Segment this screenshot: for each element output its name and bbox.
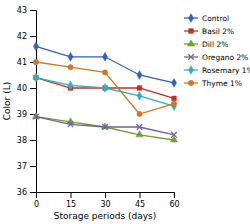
- point: [33, 59, 38, 64]
- point: [102, 124, 108, 130]
- tick-label: 0: [34, 200, 39, 209]
- point: [68, 122, 74, 128]
- point: [137, 86, 142, 91]
- point: [137, 91, 142, 100]
- tick-label: 41: [17, 58, 27, 67]
- point: [171, 78, 176, 87]
- tick: 40: [17, 84, 36, 93]
- tick-mark: [30, 88, 36, 89]
- tick-mark: [105, 192, 106, 198]
- tick: 30: [100, 192, 110, 209]
- point: [171, 101, 176, 106]
- legend-symbol: [189, 29, 194, 34]
- tick-mark: [71, 192, 72, 198]
- legend-symbol: [187, 40, 194, 46]
- tick: 0: [34, 192, 39, 209]
- legend-symbol: [188, 54, 194, 60]
- point: [33, 114, 39, 120]
- legend-item: Thyme 1%: [184, 79, 242, 88]
- tick: 36: [17, 188, 36, 197]
- tick-label: 30: [100, 200, 110, 209]
- legend-item: Basil 2%: [184, 27, 234, 36]
- tick-label: 37: [17, 162, 27, 171]
- point: [68, 81, 73, 90]
- point: [101, 123, 108, 129]
- point: [102, 52, 107, 61]
- tick-label: 60: [169, 200, 179, 209]
- series-line: [36, 117, 174, 135]
- tick-label: 39: [17, 110, 27, 119]
- x-axis: 0 15 30 45 60: [34, 192, 180, 209]
- tick: 42: [17, 32, 36, 41]
- axis-line: [30, 11, 37, 193]
- point: [137, 71, 142, 80]
- legend-label: Control: [202, 14, 229, 23]
- series-line: [36, 62, 174, 114]
- legend-label: Rosemary 1%: [202, 66, 250, 75]
- tick: 15: [66, 192, 76, 209]
- tick-label: 42: [17, 32, 27, 41]
- legend-symbol: [188, 66, 193, 75]
- tick-mark: [30, 192, 36, 193]
- legend-item: Dill 2%: [184, 40, 228, 49]
- legend-label: Basil 2%: [202, 27, 234, 36]
- tick: 45: [135, 192, 145, 209]
- tick-mark: [30, 166, 36, 167]
- series-line: [36, 78, 174, 107]
- point: [136, 131, 143, 137]
- tick-label: 40: [17, 84, 27, 93]
- point: [137, 111, 142, 116]
- point: [68, 52, 73, 61]
- point: [68, 65, 73, 70]
- series-line: [36, 117, 174, 140]
- legend-item: Oregano 2%: [184, 53, 248, 62]
- point: [33, 73, 38, 82]
- tick-label: 36: [17, 188, 27, 197]
- point: [137, 124, 143, 130]
- legend-symbol: [188, 80, 193, 85]
- y-axis-title: Color (L): [2, 82, 12, 120]
- y-axis: 36 37 38 39 40 41 42 43: [17, 6, 37, 197]
- point: [172, 96, 177, 101]
- tick: 41: [17, 58, 36, 67]
- point: [102, 84, 107, 93]
- tick: 43: [17, 6, 36, 15]
- tick-label: 45: [135, 200, 145, 209]
- point: [171, 102, 176, 111]
- legend-label: Dill 2%: [202, 40, 228, 49]
- point: [171, 132, 177, 138]
- legend-symbol: [188, 14, 193, 23]
- tick-label: 15: [66, 200, 76, 209]
- tick-mark: [30, 140, 36, 141]
- legend-label: Oregano 2%: [202, 53, 248, 62]
- axis-line: [37, 193, 175, 199]
- plot: 0 15 30 45 60 36 37 38 39 40 41 42 43: [17, 6, 180, 209]
- marks: [32, 42, 177, 142]
- tick-label: 43: [17, 6, 27, 15]
- tick-mark: [140, 192, 141, 198]
- point: [102, 70, 107, 75]
- tick-label: 38: [17, 136, 27, 145]
- chart: 0 15 30 45 60 36 37 38 39 40 41 42 43 Storage periods…: [0, 0, 250, 224]
- x-axis-title: Storage periods (days): [54, 211, 157, 221]
- legend: Control Basil 2% Dill 2% Oregano 2% Rosemary…: [184, 14, 250, 88]
- tick-mark: [30, 10, 36, 11]
- series-line: [36, 78, 174, 99]
- legend-item: Rosemary 1%: [184, 66, 250, 75]
- tick-mark: [174, 192, 175, 198]
- legend-label: Thyme 1%: [201, 79, 242, 88]
- tick-mark: [30, 36, 36, 37]
- point: [33, 42, 38, 51]
- tick: 37: [17, 162, 36, 171]
- tick: 60: [169, 192, 179, 209]
- legend-item: Control: [184, 14, 229, 23]
- point: [67, 118, 74, 124]
- tick: 38: [17, 136, 36, 145]
